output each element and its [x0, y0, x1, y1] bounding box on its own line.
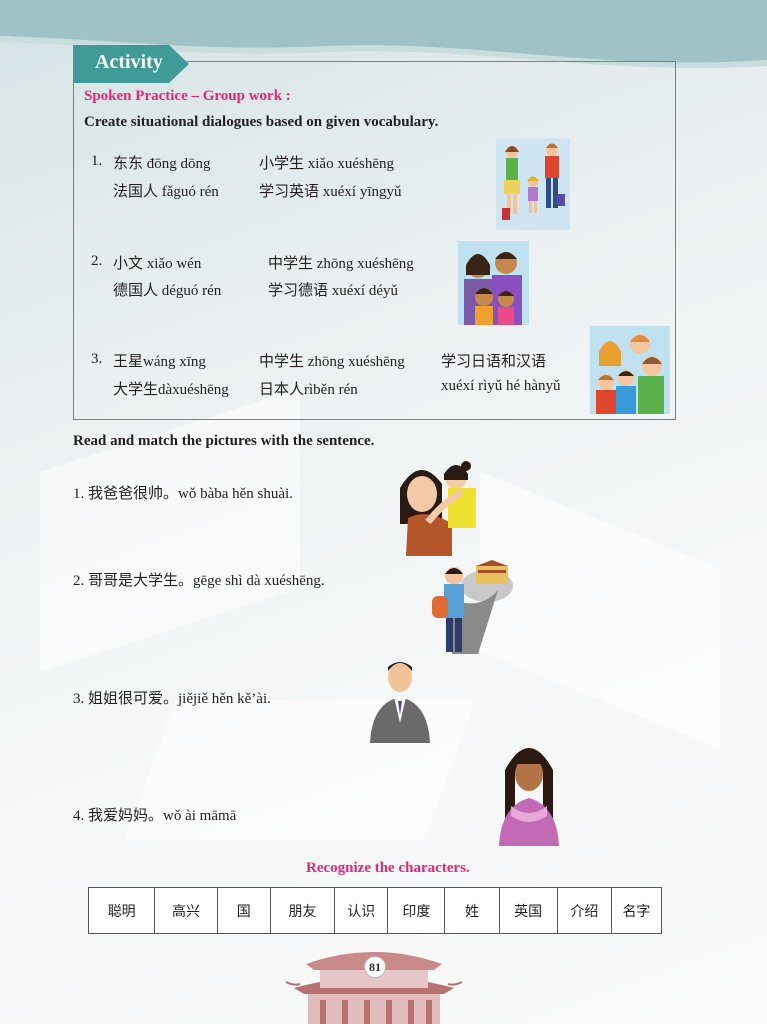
activity-box — [73, 61, 676, 420]
smiling-girl-illustration — [499, 748, 559, 846]
char-cell: 名字 — [610, 887, 663, 934]
vocab-text: 德国人 déguó rén — [113, 283, 222, 299]
vocab-text: 中学生 zhōng xuéshēng — [268, 256, 414, 272]
vocab-text: 王星wáng xīng — [113, 354, 206, 370]
char-cell: 高兴 — [154, 887, 218, 934]
recognize-heading: Recognize the characters. — [306, 860, 470, 876]
page-number: 81 — [364, 956, 386, 978]
match-sentence: 4. 我爱妈妈。wǒ ài māmā — [73, 808, 237, 824]
match-heading: Read and match the pictures with the sen… — [73, 433, 375, 449]
char-cell: 朋友 — [269, 887, 336, 934]
vocab-text: xuéxí rìyǔ hé hànyǔ — [441, 378, 561, 394]
friends-group-illustration — [590, 326, 670, 414]
vocab-text: 学习德语 xuéxí déyǔ — [268, 283, 398, 299]
item-number: 3. — [91, 351, 103, 367]
vocab-text: 法国人 fǎguó rén — [113, 184, 219, 200]
activity-instruction: Create situational dialogues based on gi… — [84, 114, 439, 130]
vocab-text: 东东 đōng dōng — [113, 156, 211, 172]
char-cell: 聪明 — [87, 887, 156, 934]
item-number: 2. — [91, 253, 103, 269]
vocab-text: 中学生 zhōng xuéshēng — [259, 354, 405, 370]
pagoda-footer-illustration — [286, 952, 462, 1024]
mother-daughter-illustration — [400, 461, 476, 556]
activity-tab-label: Activity — [95, 51, 163, 73]
char-cell: 介绍 — [556, 887, 612, 934]
vocab-text: 小学生 xiǎo xuéshēng — [259, 156, 394, 172]
vocab-text: 学习英语 xuéxí yīngyǔ — [259, 184, 402, 200]
match-sentence: 1. 我爸爸很帅。wǒ bàba hěn shuài. — [73, 486, 293, 502]
char-cell: 英国 — [498, 887, 558, 934]
activity-tab-shape — [73, 45, 189, 83]
family-walking-illustration — [496, 138, 570, 230]
item-number: 1. — [91, 153, 103, 169]
vocab-text: 小文 xiǎo wén — [113, 256, 202, 272]
char-cell: 认识 — [334, 887, 389, 934]
vocab-text: 学习日语和汉语 — [441, 354, 547, 370]
activity-subtitle: Spoken Practice – Group work : — [84, 88, 291, 104]
vocab-text: 大学生dàxuéshēng — [113, 382, 229, 398]
characters-table: 聪明 高兴 国 朋友 认识 印度 姓 英国 介绍 名字 — [87, 887, 663, 934]
student-school-illustration — [432, 560, 513, 654]
match-sentence: 3. 姐姐很可爱。jiějiě hěn kě’ài. — [73, 691, 271, 707]
man-in-suit-illustration — [370, 662, 430, 743]
match-sentence: 2. 哥哥是大学生。gēge shì dà xuéshēng. — [73, 573, 325, 589]
vocab-text: 日本人rìběn rén — [259, 382, 358, 398]
table-row: 聪明 高兴 国 朋友 认识 印度 姓 英国 介绍 名字 — [87, 887, 663, 934]
char-cell: 姓 — [444, 887, 500, 934]
char-cell: 印度 — [387, 887, 446, 934]
family-portrait-illustration — [458, 241, 529, 325]
header-wave — [0, 0, 767, 69]
activity-tab: Activity — [73, 45, 189, 83]
char-cell: 国 — [216, 887, 271, 934]
